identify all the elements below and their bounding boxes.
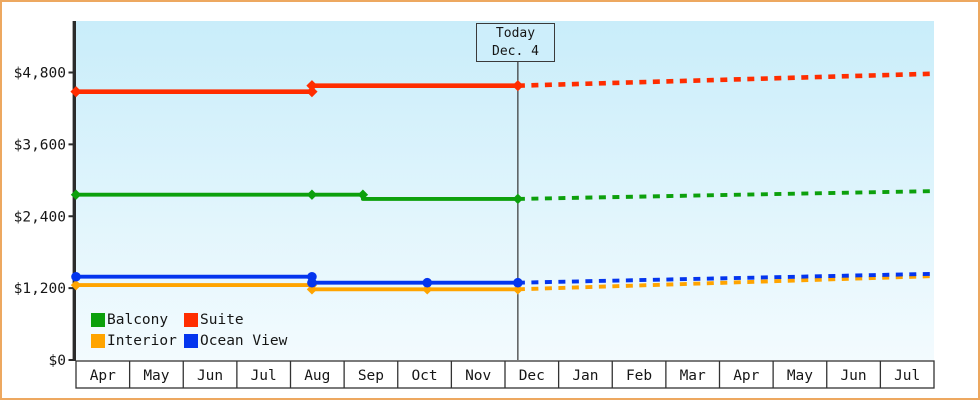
today-date: Dec. 4 xyxy=(492,44,539,59)
ocean-view-marker xyxy=(71,271,81,282)
month-label: Mar xyxy=(680,368,706,384)
y-tick-label: $2,400 xyxy=(14,209,66,225)
interior-marker xyxy=(70,279,82,291)
legend-label-ocean-view: Ocean View xyxy=(200,333,288,349)
y-tick-label: $0 xyxy=(49,353,66,369)
suite-marker xyxy=(70,86,82,98)
month-label: Apr xyxy=(90,368,116,384)
month-label: Sep xyxy=(358,368,384,384)
legend-item-ocean-view: Ocean View xyxy=(184,333,287,349)
suite-marker xyxy=(512,80,524,92)
legend-item-interior: Interior xyxy=(91,333,184,349)
month-label: Aug xyxy=(304,368,330,384)
month-label: Nov xyxy=(465,368,491,384)
ocean-view-forecast-line xyxy=(517,271,935,285)
month-label: Dec xyxy=(519,368,545,384)
suite-forecast-line xyxy=(517,71,935,88)
ocean-view-marker xyxy=(513,277,523,288)
ocean-view-marker xyxy=(422,277,433,288)
y-tick-label: $3,600 xyxy=(14,137,66,153)
balcony-forecast-line xyxy=(517,189,935,201)
month-label: May xyxy=(143,368,169,384)
y-tick-label: $4,800 xyxy=(14,66,66,82)
legend-item-balcony: Balcony xyxy=(91,312,184,328)
suite-swatch-icon xyxy=(184,313,198,327)
balcony-marker xyxy=(357,189,369,200)
month-label: Jul xyxy=(251,368,277,384)
suite-marker xyxy=(306,80,318,92)
y-tick-label: $1,200 xyxy=(14,281,66,297)
month-label: Oct xyxy=(411,368,437,384)
month-label: Jan xyxy=(572,368,598,384)
interior-swatch-icon xyxy=(91,334,105,348)
month-label: May xyxy=(787,368,813,384)
month-label: Apr xyxy=(733,368,759,384)
suite-marker xyxy=(306,86,318,98)
plot-background xyxy=(76,21,934,360)
month-label: Jul xyxy=(894,368,920,384)
legend-item-suite: Suite xyxy=(184,312,287,328)
balcony-marker xyxy=(512,193,524,205)
ocean-view-marker xyxy=(307,277,317,288)
legend-label-suite: Suite xyxy=(200,312,244,328)
legend-label-interior: Interior xyxy=(107,333,177,349)
balcony-marker xyxy=(70,189,82,200)
month-label: Jun xyxy=(840,368,866,384)
legend-label-balcony: Balcony xyxy=(107,312,169,328)
interior-forecast-line xyxy=(517,274,935,292)
month-label: Feb xyxy=(626,368,652,384)
balcony-marker xyxy=(306,189,318,200)
today-annotation-box: Today Dec. 4 xyxy=(476,23,555,62)
month-label: Jun xyxy=(197,368,223,384)
today-label: Today xyxy=(495,26,536,41)
chart-legend: Balcony Suite Interior Ocean View xyxy=(91,312,287,349)
ocean-view-swatch-icon xyxy=(184,334,198,348)
balcony-swatch-icon xyxy=(91,313,105,327)
